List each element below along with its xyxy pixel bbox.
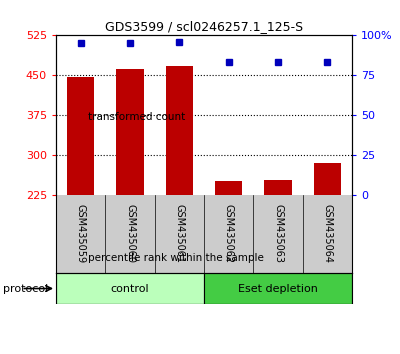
- Bar: [56, 273, 204, 304]
- Bar: [264, 181, 292, 195]
- Title: GDS3599 / scl0246257.1_125-S: GDS3599 / scl0246257.1_125-S: [105, 20, 303, 33]
- Text: percentile rank within the sample: percentile rank within the sample: [88, 253, 264, 263]
- Text: GSM435059: GSM435059: [76, 204, 86, 263]
- Bar: [314, 163, 341, 195]
- Bar: [67, 77, 94, 195]
- Bar: [64, 212, 80, 301]
- Bar: [116, 69, 144, 195]
- Bar: [64, 71, 80, 159]
- Bar: [215, 181, 242, 195]
- Text: GSM435063: GSM435063: [273, 204, 283, 263]
- Text: GSM435062: GSM435062: [224, 204, 234, 263]
- Text: protocol: protocol: [3, 284, 48, 293]
- Text: GSM435060: GSM435060: [125, 204, 135, 263]
- Bar: [204, 273, 352, 304]
- Bar: [166, 65, 193, 195]
- Text: GSM435061: GSM435061: [174, 204, 184, 263]
- Text: control: control: [111, 284, 149, 293]
- Text: transformed count: transformed count: [88, 112, 185, 122]
- Text: GSM435064: GSM435064: [322, 204, 332, 263]
- Text: Eset depletion: Eset depletion: [238, 284, 318, 293]
